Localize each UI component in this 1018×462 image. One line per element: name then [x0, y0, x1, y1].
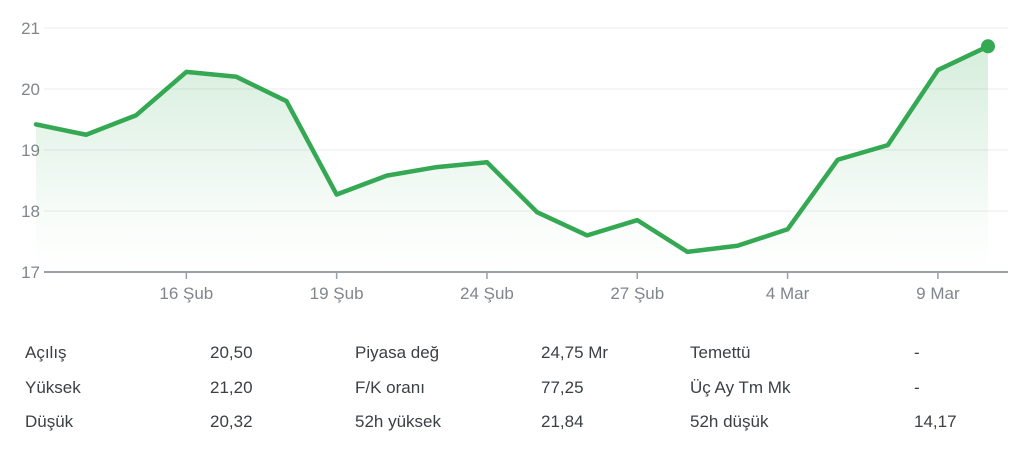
- stat-value: -: [914, 377, 920, 397]
- y-axis-label: 19: [21, 141, 40, 160]
- x-axis-label: 27 Şub: [610, 284, 664, 303]
- y-axis-label: 17: [21, 263, 40, 282]
- x-axis-label: 16 Şub: [159, 284, 213, 303]
- stat-value: 14,17: [914, 412, 957, 432]
- x-axis-label: 24 Şub: [460, 284, 514, 303]
- stat-label: Yüksek: [25, 377, 81, 397]
- stat-label: Temettü: [690, 343, 751, 363]
- x-axis-label: 19 Şub: [310, 284, 364, 303]
- stat-value: 77,25: [541, 377, 584, 397]
- last-price-dot: [981, 39, 995, 54]
- stat-value: 20,50: [210, 343, 253, 363]
- stat-label: 52h düşük: [690, 412, 769, 432]
- stat-label: Düşük: [25, 412, 74, 432]
- stat-value: 24,75 Mr: [541, 343, 609, 363]
- stat-label: Piyasa değ: [355, 343, 440, 363]
- stats-table: Açılış 20,50 Piyasa değ 24,75 Mr Temettü…: [0, 336, 1018, 440]
- stat-label: 52h yüksek: [355, 412, 441, 432]
- y-axis-label: 18: [21, 202, 40, 221]
- stat-value: -: [914, 343, 920, 363]
- stat-label: Üç Ay Tm Mk: [690, 377, 791, 397]
- stat-value: 21,20: [210, 377, 253, 397]
- stat-label: F/K oranı: [355, 377, 425, 397]
- stat-label: Açılış: [25, 343, 67, 363]
- y-axis-label: 20: [21, 80, 40, 99]
- stat-value: 20,32: [210, 412, 253, 432]
- price-line: [33, 44, 991, 255]
- price-area-fill: [36, 46, 988, 272]
- x-axis-label: 4 Mar: [766, 284, 810, 303]
- price-chart[interactable]: 17 18 19 20 21 16 Şub 19 Şub 24 Şub 27 Şub 4 Mar 9…: [0, 0, 1018, 315]
- stat-value: 21,84: [541, 412, 584, 432]
- x-axis-label: 9 Mar: [916, 284, 960, 303]
- y-axis-label: 21: [21, 19, 40, 38]
- price-chart-canvas[interactable]: 17 18 19 20 21 16 Şub 19 Şub 24 Şub 27 Şub 4 Mar 9…: [0, 0, 1018, 315]
